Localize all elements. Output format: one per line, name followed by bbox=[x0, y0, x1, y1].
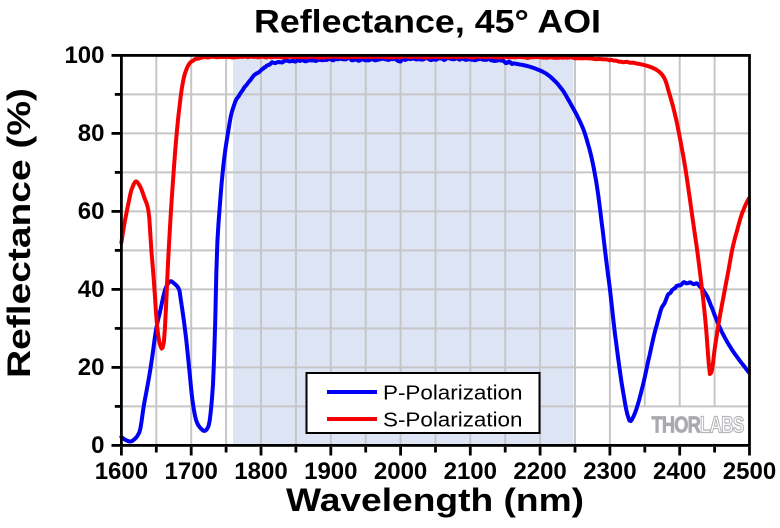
svg-text:20: 20 bbox=[78, 354, 105, 381]
svg-text:1600: 1600 bbox=[95, 458, 148, 485]
svg-text:40: 40 bbox=[78, 276, 105, 303]
svg-text:60: 60 bbox=[78, 198, 105, 225]
svg-text:Reflectance (%): Reflectance (%) bbox=[1, 88, 37, 378]
svg-text:1800: 1800 bbox=[234, 458, 287, 485]
svg-text:LABS: LABS bbox=[700, 412, 744, 438]
svg-text:Wavelength (nm): Wavelength (nm) bbox=[286, 482, 584, 518]
svg-text:THOR: THOR bbox=[652, 412, 702, 438]
svg-text:2000: 2000 bbox=[374, 458, 427, 485]
svg-text:2400: 2400 bbox=[653, 458, 706, 485]
svg-text:1900: 1900 bbox=[304, 458, 357, 485]
svg-text:2200: 2200 bbox=[513, 458, 566, 485]
svg-text:2100: 2100 bbox=[444, 458, 497, 485]
svg-text:2500: 2500 bbox=[723, 458, 776, 485]
svg-text:S-Polarization: S-Polarization bbox=[383, 410, 523, 432]
svg-text:1700: 1700 bbox=[165, 458, 218, 485]
svg-text:Reflectance, 45° AOI: Reflectance, 45° AOI bbox=[254, 4, 601, 40]
svg-text:0: 0 bbox=[91, 432, 104, 459]
svg-text:2300: 2300 bbox=[583, 458, 636, 485]
svg-text:P-Polarization: P-Polarization bbox=[383, 383, 523, 405]
svg-text:80: 80 bbox=[78, 120, 105, 147]
svg-text:100: 100 bbox=[64, 42, 104, 69]
